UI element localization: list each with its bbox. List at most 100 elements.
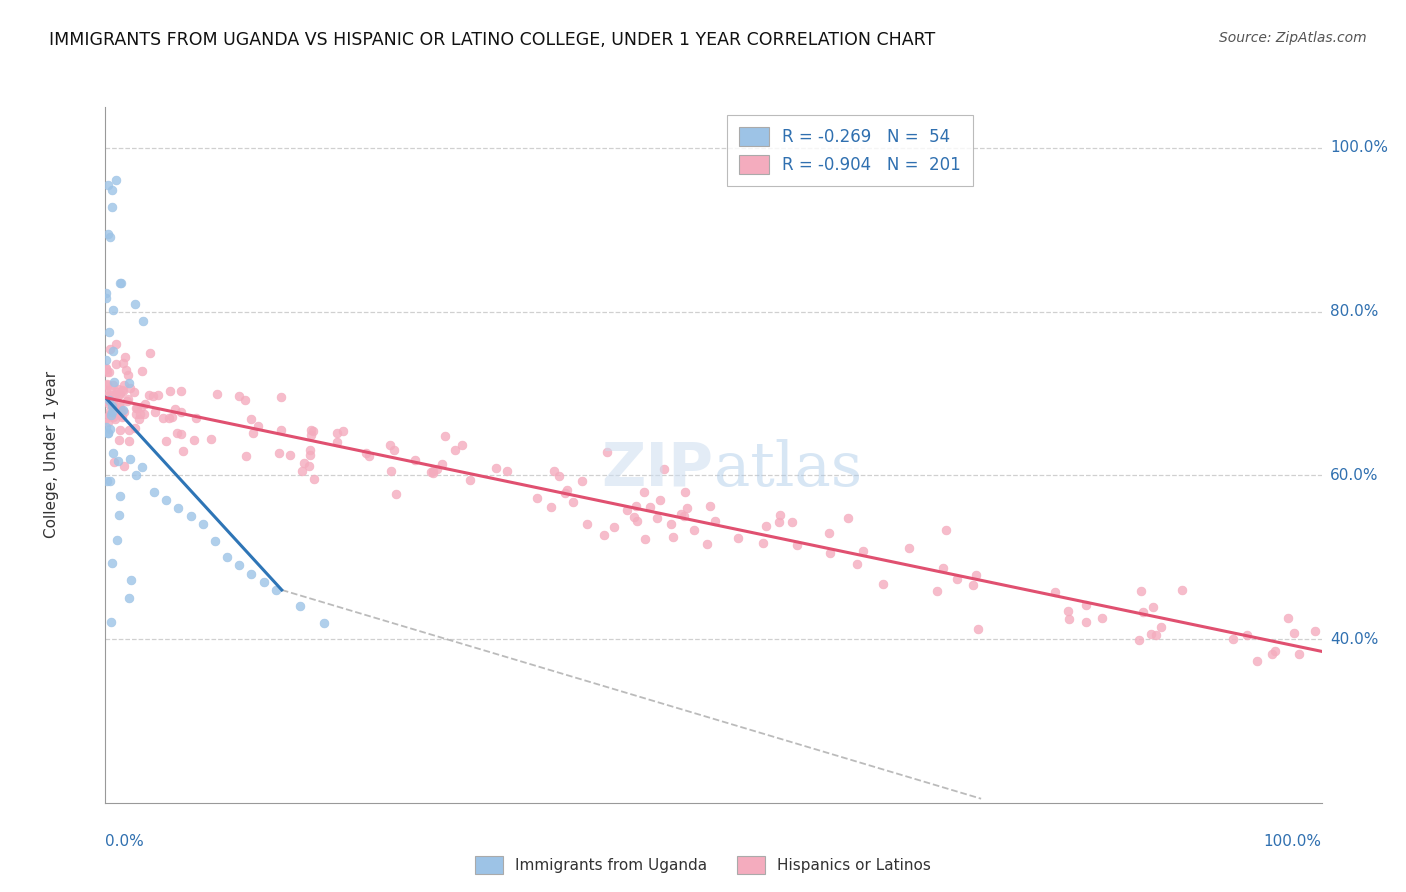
Point — [125, 407, 148, 421]
Point — [1132, 605, 1154, 619]
Point — [184, 411, 207, 425]
Point — [648, 493, 671, 508]
Point — [108, 387, 131, 401]
Point — [1222, 632, 1244, 647]
Point — [108, 400, 131, 414]
Text: 100.0%: 100.0% — [1330, 140, 1388, 155]
Point — [548, 468, 571, 483]
Point — [112, 356, 135, 370]
Point — [129, 407, 152, 421]
Point — [100, 182, 122, 196]
Point — [108, 489, 131, 503]
Point — [786, 538, 808, 552]
Point — [1056, 604, 1078, 618]
Point — [1150, 620, 1173, 634]
Point — [148, 388, 170, 402]
Point — [96, 383, 118, 397]
Point — [200, 432, 222, 446]
Point — [1236, 628, 1258, 642]
Point — [122, 384, 145, 399]
Point — [1264, 644, 1286, 658]
Point — [96, 376, 118, 391]
Point — [96, 361, 118, 376]
Point — [752, 535, 775, 549]
Text: ZIP: ZIP — [602, 440, 713, 499]
Point — [354, 445, 377, 459]
Point — [239, 412, 262, 426]
Point — [1144, 628, 1167, 642]
Point — [105, 384, 128, 399]
Point — [426, 462, 449, 476]
Point — [291, 464, 314, 478]
Point — [540, 500, 562, 514]
Point — [118, 376, 141, 390]
Point — [640, 500, 662, 514]
Point — [124, 421, 146, 435]
Point — [98, 422, 121, 436]
Point — [143, 484, 166, 499]
Point — [576, 516, 599, 531]
Point — [152, 411, 174, 425]
Point — [302, 472, 325, 486]
Point — [114, 377, 136, 392]
Point — [98, 474, 121, 488]
Point — [1288, 647, 1310, 661]
Text: IMMIGRANTS FROM UGANDA VS HISPANIC OR LATINO COLLEGE, UNDER 1 YEAR CORRELATION C: IMMIGRANTS FROM UGANDA VS HISPANIC OR LA… — [49, 31, 935, 49]
Point — [157, 411, 180, 425]
Point — [104, 403, 127, 417]
Point — [101, 399, 124, 413]
Point — [107, 454, 129, 468]
Point — [704, 515, 727, 529]
Point — [314, 615, 336, 630]
Point — [596, 445, 619, 459]
Point — [270, 391, 292, 405]
Point — [837, 511, 859, 525]
Point — [384, 443, 406, 458]
Point — [1091, 610, 1114, 624]
Point — [557, 483, 579, 497]
Point — [111, 383, 134, 397]
Point — [292, 456, 315, 470]
Point — [1074, 598, 1097, 612]
Point — [107, 396, 129, 410]
Point — [404, 453, 426, 467]
Point — [233, 393, 256, 408]
Point — [139, 346, 162, 360]
Point — [727, 532, 749, 546]
Point — [128, 412, 150, 426]
Point — [125, 468, 148, 483]
Point — [170, 384, 193, 398]
Point — [112, 403, 135, 417]
Point — [183, 433, 205, 447]
Point — [101, 396, 124, 410]
Point — [1284, 625, 1306, 640]
Point — [626, 514, 648, 528]
Point — [97, 325, 120, 339]
Point — [117, 368, 139, 383]
Point — [98, 230, 121, 244]
Point — [755, 519, 778, 533]
Point — [652, 461, 675, 475]
Point — [94, 291, 117, 305]
Point — [267, 446, 290, 460]
Point — [101, 409, 124, 424]
Point — [108, 434, 131, 448]
Point — [298, 459, 321, 474]
Point — [1277, 610, 1299, 624]
Point — [97, 415, 120, 429]
Point — [159, 384, 181, 398]
Point — [125, 401, 148, 416]
Point — [101, 446, 124, 460]
Point — [169, 426, 191, 441]
Point — [496, 463, 519, 477]
Legend: R = -0.269   N =  54, R = -0.904   N =  201: R = -0.269 N = 54, R = -0.904 N = 201 — [727, 115, 973, 186]
Point — [94, 420, 117, 434]
Point — [100, 556, 122, 570]
Point — [98, 342, 121, 356]
Point — [97, 425, 120, 440]
Point — [115, 394, 138, 409]
Point — [247, 419, 270, 434]
Point — [965, 568, 987, 582]
Point — [110, 403, 132, 417]
Point — [96, 377, 118, 392]
